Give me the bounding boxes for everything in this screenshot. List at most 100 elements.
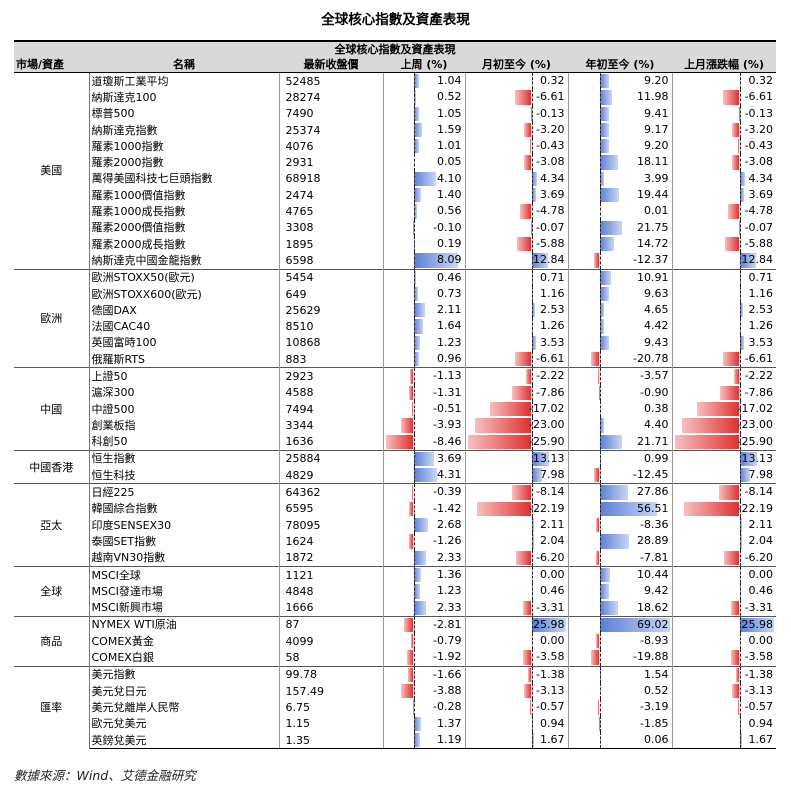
databar-ytd — [599, 122, 609, 138]
table-row: COMEX黃金 4099 -0.79 0.00 -8.93 0.00 — [14, 633, 776, 650]
cell-week: 0.96 — [383, 351, 466, 368]
value-week: -0.28 — [433, 700, 462, 714]
databar-week — [413, 732, 421, 748]
cell-lastm: 1.26 — [672, 318, 776, 335]
table-row: 越南VN30指數 1872 2.33 -6.20 -7.81 -6.20 — [14, 549, 776, 567]
databar-lastm — [738, 700, 740, 715]
zero-axis-line — [739, 599, 741, 616]
zero-axis-line — [413, 533, 415, 550]
cell-lastm: 2.04 — [672, 533, 776, 550]
zero-axis-line — [531, 715, 533, 732]
zero-axis-line — [599, 583, 601, 600]
cell-ytd: -3.19 — [568, 699, 673, 716]
asset-name: COMEX黃金 — [89, 633, 280, 650]
zero-axis-line — [531, 549, 533, 566]
databar-ytd — [599, 74, 609, 89]
value-ytd: 0.06 — [644, 732, 669, 746]
zero-axis-line — [739, 731, 741, 748]
cell-lastm: -5.88 — [672, 235, 776, 253]
value-mtd: -0.43 — [536, 139, 565, 153]
zero-axis-line — [531, 417, 533, 434]
value-ytd: -20.78 — [633, 352, 669, 366]
table-row: 美元兌日元 157.49 -3.88 -3.13 0.52 -3.13 — [14, 682, 776, 700]
cell-mtd: -7.86 — [465, 384, 569, 401]
cell-lastm: -4.78 — [672, 203, 776, 220]
zero-axis-line — [531, 252, 533, 269]
value-week: 0.46 — [437, 270, 462, 284]
cell-ytd: 9.20 — [568, 138, 673, 155]
table-row: 創業板指 3344 -3.93 -23.00 4.40 -23.00 — [14, 417, 776, 434]
databar-mtd — [523, 600, 532, 615]
cell-lastm: 13.13 — [672, 449, 777, 468]
zero-axis-line — [531, 187, 533, 204]
databar-lastm — [739, 468, 751, 483]
cell-week: 1.05 — [383, 105, 466, 122]
cell-week: 0.46 — [383, 268, 466, 286]
zero-axis-line — [739, 368, 741, 385]
region-label: 中國香港 — [14, 449, 90, 484]
cell-lastm: 4.34 — [672, 170, 776, 188]
cell-lastm: -8.14 — [672, 483, 777, 501]
value-week: 8.09 — [437, 253, 462, 267]
value-ytd: -8.36 — [640, 518, 669, 532]
zero-axis-line — [739, 533, 741, 550]
page-title: 全球核心指數及資產表現 — [321, 12, 470, 28]
cell-lastm: 2.11 — [672, 517, 776, 534]
value-lastm: -6.61 — [744, 352, 774, 366]
zero-axis-line — [531, 73, 533, 90]
close-price: 1.15 — [279, 715, 384, 732]
close-price: 78095 — [279, 517, 384, 534]
databar-lastm — [730, 650, 740, 665]
zero-axis-line — [739, 451, 741, 468]
databar-week — [409, 534, 414, 549]
databar-ytd — [599, 418, 604, 433]
table-row: 全球 MSCI全球 1121 1.36 0.00 10.44 0.00 — [14, 565, 777, 617]
databar-lastm — [697, 401, 740, 417]
asset-name: 科創50 — [89, 433, 280, 451]
value-mtd: -22.19 — [529, 501, 565, 515]
databar-lastm — [731, 122, 740, 138]
cell-lastm: -6.20 — [672, 549, 776, 567]
cell-lastm: -6.61 — [672, 351, 776, 368]
value-lastm: 2.53 — [748, 303, 774, 317]
table-row: 法國CAC40 8510 1.64 1.26 4.42 1.26 — [14, 318, 776, 335]
value-mtd: 2.04 — [540, 534, 565, 548]
value-ytd: 4.42 — [644, 319, 669, 333]
value-week: 1.23 — [437, 335, 462, 349]
databar-week — [413, 550, 427, 565]
zero-axis-line — [599, 400, 601, 418]
databar-lastm — [739, 732, 742, 748]
value-lastm: -3.31 — [744, 600, 774, 614]
databar-week — [400, 418, 414, 433]
cell-week: 0.05 — [383, 154, 466, 171]
databar-lastm — [736, 667, 740, 682]
databar-lastm — [733, 369, 740, 384]
databar-mtd — [523, 683, 532, 699]
value-mtd: 0.46 — [540, 584, 565, 598]
databar-week — [413, 352, 419, 367]
databar-mtd — [522, 650, 532, 665]
databar-mtd — [489, 401, 532, 417]
value-lastm: -3.58 — [744, 650, 774, 664]
zero-axis-line — [531, 649, 533, 666]
zero-axis-line — [531, 567, 533, 584]
databar-week — [407, 650, 414, 665]
cell-week: -2.81 — [383, 615, 466, 634]
zero-axis-line — [739, 89, 741, 106]
value-mtd: -17.02 — [529, 401, 565, 415]
zero-axis-line — [531, 138, 533, 155]
databar-ytd — [595, 518, 600, 533]
cell-week: -0.10 — [383, 219, 466, 236]
value-ytd: 21.75 — [637, 220, 669, 234]
value-ytd: 21.71 — [637, 434, 669, 448]
cell-mtd: 0.71 — [465, 268, 569, 286]
cell-week: 3.69 — [383, 449, 466, 468]
value-week: -3.93 — [433, 418, 462, 432]
zero-axis-line — [413, 121, 415, 139]
zero-axis-line — [413, 417, 415, 434]
asset-name: 俄羅斯RTS — [89, 351, 280, 368]
value-week: 0.52 — [437, 90, 462, 104]
value-mtd: 4.34 — [540, 171, 565, 185]
databar-week — [413, 106, 420, 121]
databar-ytd — [599, 534, 629, 549]
